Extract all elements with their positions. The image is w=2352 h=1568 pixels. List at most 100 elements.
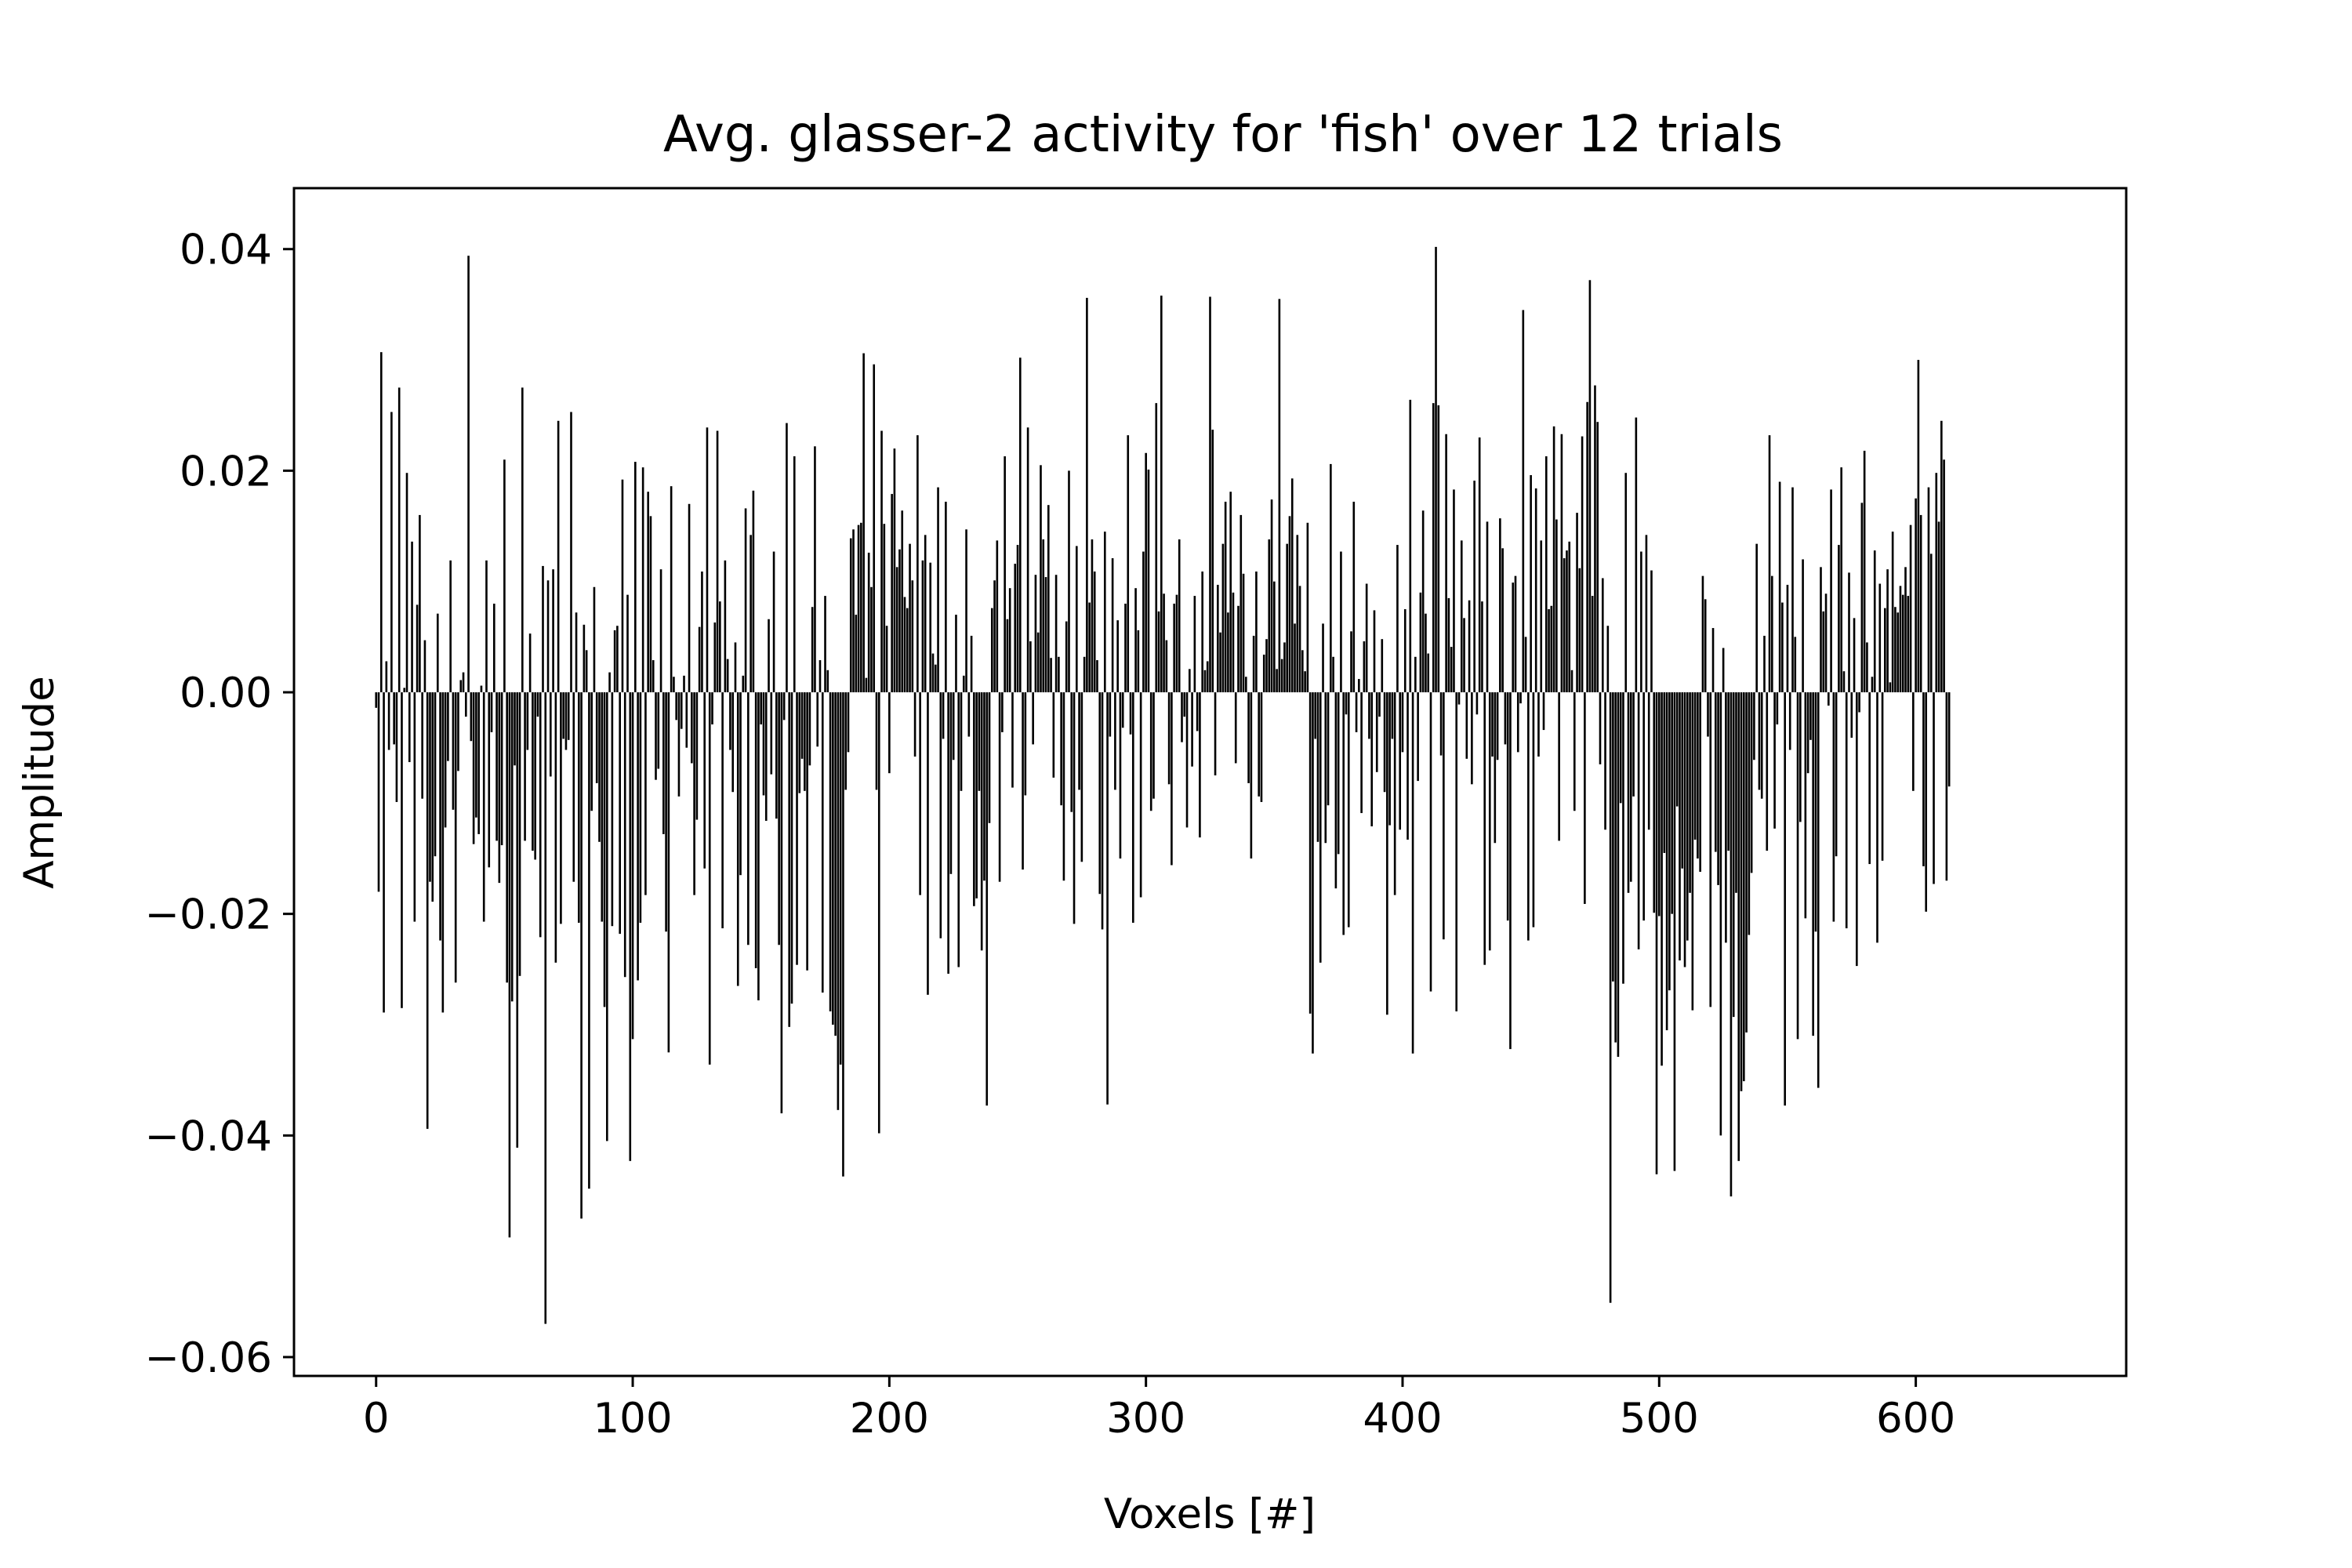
- bar-voxel-389: [1373, 610, 1376, 693]
- bar-voxel-428: [1473, 481, 1475, 693]
- bar-voxel-308: [1165, 640, 1168, 693]
- y-tick-label: −0.04: [145, 1112, 272, 1160]
- bar-voxel-97: [623, 692, 626, 978]
- bar-voxel-601: [1917, 360, 1920, 693]
- bar-voxel-402: [1406, 692, 1409, 840]
- bar-voxel-612: [1945, 692, 1948, 881]
- bar-voxel-254: [1026, 427, 1029, 693]
- bar-voxel-214: [924, 535, 927, 693]
- bar-voxel-427: [1471, 692, 1473, 785]
- bar-voxel-19: [423, 640, 426, 693]
- bar-voxel-106: [647, 492, 649, 693]
- bar-voxel-353: [1280, 659, 1283, 693]
- y-tick-label: −0.06: [145, 1334, 272, 1382]
- bar-voxel-204: [898, 549, 901, 693]
- bar-voxel-476: [1596, 422, 1599, 693]
- bar-voxel-87: [598, 692, 601, 842]
- bar-voxel-181: [839, 692, 842, 1065]
- bar-voxel-186: [852, 529, 855, 693]
- bar-voxel-311: [1173, 603, 1175, 693]
- bar-voxel-493: [1640, 551, 1642, 693]
- bar-voxel-177: [829, 692, 832, 1012]
- bar-voxel-235: [978, 692, 981, 791]
- bar-voxel-405: [1414, 656, 1417, 693]
- bar-voxel-368: [1319, 692, 1322, 963]
- bar-voxel-131: [711, 692, 713, 725]
- bar-voxel-501: [1661, 692, 1663, 1066]
- bar-voxel-498: [1653, 692, 1656, 913]
- bar-voxel-398: [1396, 545, 1399, 693]
- bar-voxel-388: [1370, 692, 1374, 827]
- bar-voxel-10: [401, 692, 403, 1008]
- bar-voxel-361: [1301, 650, 1304, 693]
- bar-voxel-510: [1683, 692, 1686, 967]
- bar-voxel-142: [739, 692, 742, 876]
- bar-voxel-140: [734, 642, 737, 693]
- bar-voxel-237: [983, 692, 985, 881]
- bar-voxel-495: [1645, 535, 1648, 693]
- bar-voxel-75: [567, 692, 570, 740]
- bar-voxel-248: [1011, 692, 1014, 788]
- bar-voxel-358: [1294, 623, 1296, 693]
- bar-voxel-416: [1443, 692, 1445, 940]
- bar-voxel-147: [752, 490, 755, 693]
- bar-voxel-264: [1052, 692, 1055, 778]
- bar-voxel-217: [931, 653, 935, 693]
- bar-voxel-200: [888, 692, 891, 774]
- bar-voxel-578: [1858, 692, 1860, 713]
- bar-voxel-73: [562, 692, 564, 739]
- bar-voxel-550: [1786, 584, 1789, 693]
- bar-voxel-95: [619, 692, 621, 935]
- bar-voxel-512: [1689, 692, 1691, 893]
- bar-voxel-253: [1024, 692, 1027, 796]
- bar-voxel-94: [616, 626, 619, 693]
- bar-voxel-378: [1345, 692, 1348, 715]
- bar-voxel-99: [629, 692, 632, 1161]
- chart-title: Avg. glasser-2 activity for 'fish' over …: [663, 106, 1783, 164]
- bar-voxel-297: [1137, 630, 1140, 693]
- bar-voxel-241: [993, 580, 996, 693]
- bar-voxel-247: [1008, 588, 1011, 693]
- bar-voxel-295: [1132, 692, 1134, 923]
- bar-voxel-244: [1001, 692, 1004, 732]
- bar-voxel-54: [514, 692, 516, 766]
- bar-voxel-610: [1940, 420, 1943, 693]
- bar-voxel-1: [377, 692, 380, 892]
- y-tick-label: 0.00: [180, 670, 272, 717]
- bar-voxel-143: [742, 675, 745, 693]
- bar-voxel-420: [1453, 489, 1455, 693]
- bar-voxel-202: [893, 448, 896, 693]
- bar-voxel-430: [1478, 437, 1481, 693]
- bar-voxel-339: [1245, 677, 1247, 693]
- bar-voxel-317: [1189, 669, 1191, 693]
- bar-voxel-141: [736, 692, 739, 986]
- bar-voxel-593: [1896, 612, 1899, 693]
- bar-voxel-415: [1439, 692, 1443, 756]
- bar-voxel-270: [1068, 470, 1070, 693]
- bar-voxel-356: [1288, 516, 1291, 693]
- bar-voxel-399: [1399, 692, 1402, 830]
- bar-voxel-460: [1555, 519, 1558, 693]
- bar-voxel-98: [626, 594, 629, 693]
- bar-voxel-363: [1306, 522, 1309, 693]
- bar-voxel-304: [1155, 403, 1158, 693]
- bar-voxel-172: [816, 692, 819, 747]
- bar-voxel-585: [1876, 692, 1878, 943]
- bar-voxel-584: [1873, 550, 1876, 693]
- bar-voxel-71: [557, 420, 560, 693]
- bar-voxel-375: [1337, 692, 1340, 855]
- bar-voxel-252: [1022, 692, 1024, 870]
- bar-voxel-251: [1018, 358, 1022, 693]
- bar-voxel-21: [429, 692, 431, 882]
- bar-voxel-469: [1578, 568, 1581, 693]
- bar-voxel-538: [1755, 543, 1758, 693]
- bar-voxel-238: [985, 692, 989, 1106]
- bar-voxel-35: [464, 692, 467, 717]
- x-axis-ticks: 0 100 200 300 400 500 600: [363, 1376, 1955, 1443]
- x-tick-label: 200: [850, 1395, 929, 1443]
- bar-voxel-236: [980, 692, 983, 951]
- bar-voxel-513: [1691, 692, 1694, 1011]
- bar-voxel-349: [1270, 499, 1273, 693]
- bar-voxel-23: [434, 692, 437, 857]
- bar-voxel-166: [800, 692, 804, 759]
